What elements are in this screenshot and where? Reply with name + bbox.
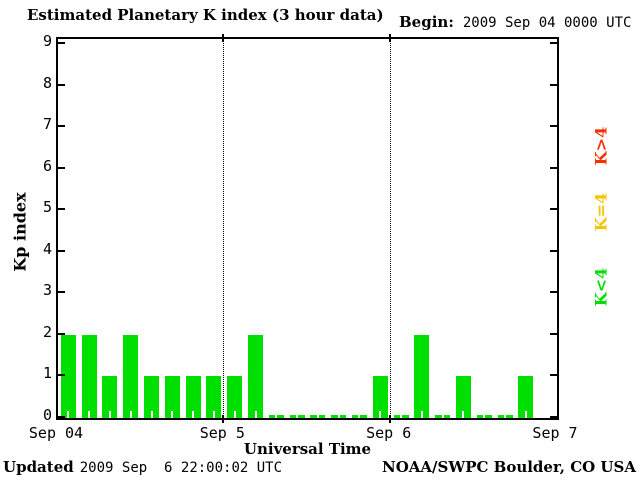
y-axis-tick	[550, 208, 557, 210]
slot-center-tick	[275, 411, 278, 418]
y-axis-tick	[58, 208, 65, 210]
begin-label: Begin:	[399, 13, 454, 31]
x-axis-tick-label: Sep 04	[28, 424, 84, 442]
y-axis-tick	[58, 42, 65, 44]
kp-bar-slot-7	[185, 376, 201, 418]
y-axis-tick-label: 3	[42, 281, 52, 299]
y-axis-tick-label: 4	[42, 240, 52, 258]
y-axis-tick	[58, 374, 65, 376]
updated-timestamp: Updated 2009 Sep 6 22:00:02 UTC	[3, 458, 282, 476]
y-axis-tick	[58, 167, 65, 169]
y-axis-tick-label: 8	[42, 74, 52, 92]
slot-center-tick	[420, 411, 423, 418]
y-axis-tick	[550, 125, 557, 127]
x-axis-tick-label: Sep 5	[199, 424, 245, 442]
y-axis-tick	[550, 291, 557, 293]
kp-bar-slot-6	[164, 376, 180, 418]
updated-value: 2009 Sep 6 22:00:02 UTC	[79, 460, 283, 476]
slot-center-tick	[150, 411, 153, 418]
slot-center-tick	[108, 411, 111, 418]
y-axis-tick	[550, 84, 557, 86]
kp-bar-slot-23	[518, 376, 534, 418]
day-boundary-tick	[388, 415, 391, 423]
credit-text: NOAA/SWPC Boulder, CO USA	[381, 458, 636, 476]
y-axis-tick-label: 5	[42, 198, 52, 216]
y-axis-tick	[550, 416, 557, 418]
slot-center-tick	[379, 411, 382, 418]
kp-bar-slot-3	[102, 376, 118, 418]
slot-center-tick	[504, 411, 507, 418]
day-boundary-gridline	[389, 39, 391, 418]
kp-bar-slot-1	[60, 335, 76, 418]
slot-center-tick	[400, 411, 403, 418]
y-axis-tick	[550, 42, 557, 44]
y-axis-tick-label: 0	[42, 406, 52, 424]
plot-area	[56, 34, 559, 423]
day-boundary-tick	[222, 415, 225, 423]
slot-center-tick	[524, 411, 527, 418]
y-axis-tick-label: 7	[42, 115, 52, 133]
x-axis-tick-label: Sep 6	[366, 424, 412, 442]
kp-bar-slot-4	[123, 335, 139, 418]
slot-center-tick	[233, 411, 236, 418]
begin-line: Begin: 2009 Sep 04 0000 UTC	[399, 13, 631, 31]
day-boundary-gridline	[223, 39, 225, 418]
y-axis-tick	[550, 167, 557, 169]
slot-center-tick	[462, 411, 465, 418]
y-axis-tick	[58, 125, 65, 127]
y-axis-tick	[550, 333, 557, 335]
slot-center-tick	[441, 411, 444, 418]
y-axis-tick	[58, 84, 65, 86]
kp-bar-slot-20	[455, 376, 471, 418]
legend-label-K4: K=4	[591, 192, 611, 232]
kp-bar-slot-16	[372, 376, 388, 418]
kp-bar-slot-5	[144, 376, 160, 418]
slot-center-tick	[67, 411, 70, 418]
slot-center-tick	[192, 411, 195, 418]
kp-bar-slot-2	[81, 335, 97, 418]
day-boundary-tick	[222, 34, 225, 42]
slot-center-tick	[358, 411, 361, 418]
slot-center-tick	[296, 411, 299, 418]
y-axis-tick	[58, 416, 65, 418]
y-axis-tick	[58, 333, 65, 335]
x-axis-title: Universal Time	[243, 440, 372, 458]
y-axis-tick-label: 9	[42, 32, 52, 50]
y-axis-tick-label: 1	[42, 364, 52, 382]
slot-center-tick	[129, 411, 132, 418]
legend-label-K4: K<4	[591, 267, 611, 307]
y-axis-tick	[58, 250, 65, 252]
slot-center-tick	[254, 411, 257, 418]
slot-center-tick	[212, 411, 215, 418]
slot-center-tick	[171, 411, 174, 418]
updated-label: Updated	[3, 458, 74, 476]
y-axis-tick-label: 6	[42, 157, 52, 175]
legend-label-K4: K>4	[591, 126, 611, 166]
chart-title: Estimated Planetary K index (3 hour data…	[27, 6, 384, 24]
y-axis-tick	[550, 250, 557, 252]
slot-center-tick	[337, 411, 340, 418]
kp-bar-slot-9	[227, 376, 243, 418]
x-axis-tick-label: Sep 7	[532, 424, 578, 442]
y-axis-tick-label: 2	[42, 323, 52, 341]
slot-center-tick	[316, 411, 319, 418]
begin-value: 2009 Sep 04 0000 UTC	[462, 15, 632, 31]
kp-bar-slot-18	[414, 335, 430, 418]
y-axis-tick	[550, 374, 557, 376]
slot-center-tick	[88, 411, 91, 418]
kp-bar-slot-10	[248, 335, 264, 418]
day-boundary-tick	[388, 34, 391, 42]
kp-bar-slot-8	[206, 376, 222, 418]
slot-center-tick	[483, 411, 486, 418]
y-axis-tick	[58, 291, 65, 293]
